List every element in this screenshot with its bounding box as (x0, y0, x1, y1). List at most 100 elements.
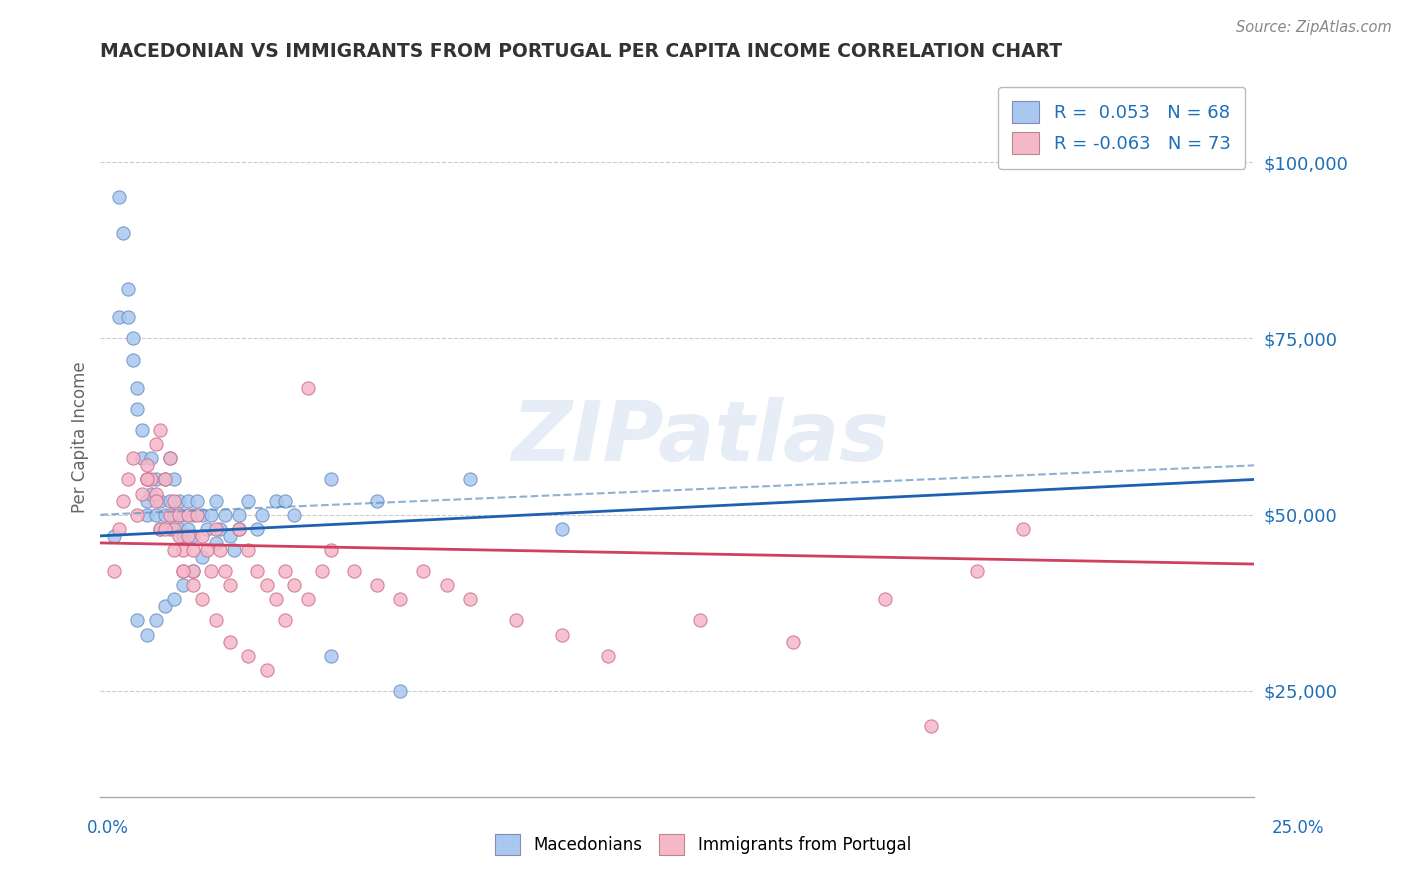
Point (389, 684, 412, 698)
Point (153, 599, 176, 614)
Point (145, 493, 167, 508)
Point (145, 486, 167, 500)
Point (135, 508, 157, 522)
Point (135, 493, 157, 508)
Point (228, 508, 250, 522)
Point (149, 522, 172, 536)
Point (117, 282, 139, 296)
Point (163, 522, 186, 536)
Point (873, 592, 896, 607)
Point (228, 522, 250, 536)
Point (274, 564, 297, 578)
Point (181, 508, 204, 522)
Point (264, 592, 287, 607)
Point (167, 508, 190, 522)
Point (214, 564, 236, 578)
Point (167, 522, 190, 536)
Point (209, 522, 232, 536)
Point (149, 493, 172, 508)
Point (181, 543, 204, 558)
Point (181, 529, 204, 543)
Point (191, 529, 214, 543)
Point (246, 564, 269, 578)
Point (200, 508, 222, 522)
Point (200, 564, 222, 578)
Point (321, 473, 343, 487)
Point (177, 493, 200, 508)
Point (108, 522, 131, 536)
Point (689, 614, 711, 628)
Point (436, 578, 458, 592)
Point (159, 451, 181, 466)
Point (195, 522, 218, 536)
Point (297, 381, 319, 395)
Point (283, 578, 305, 592)
Point (596, 648, 619, 663)
Text: ZIPatlas: ZIPatlas (512, 397, 890, 477)
Point (131, 423, 153, 437)
Point (186, 493, 208, 508)
Point (321, 543, 343, 558)
Text: 0.0%: 0.0% (87, 819, 129, 837)
Point (274, 614, 297, 628)
Point (139, 473, 162, 487)
Point (112, 226, 135, 240)
Point (236, 493, 259, 508)
Point (121, 331, 143, 345)
Point (139, 486, 162, 500)
Point (135, 627, 157, 641)
Point (117, 473, 139, 487)
Point (186, 508, 208, 522)
Point (920, 719, 942, 733)
Point (121, 352, 143, 367)
Point (145, 508, 167, 522)
Point (224, 543, 246, 558)
Point (218, 529, 240, 543)
Point (195, 543, 218, 558)
Point (177, 522, 200, 536)
Point (204, 493, 226, 508)
Point (149, 423, 172, 437)
Point (159, 508, 181, 522)
Point (145, 473, 167, 487)
Point (218, 578, 240, 592)
Point (135, 458, 157, 473)
Point (167, 493, 190, 508)
Point (127, 508, 149, 522)
Point (149, 522, 172, 536)
Point (127, 381, 149, 395)
Point (246, 522, 269, 536)
Point (204, 614, 226, 628)
Point (135, 473, 157, 487)
Point (283, 508, 305, 522)
Point (172, 564, 194, 578)
Point (167, 529, 190, 543)
Point (250, 508, 273, 522)
Point (412, 564, 434, 578)
Point (551, 522, 574, 536)
Point (172, 529, 194, 543)
Point (145, 614, 167, 628)
Point (153, 473, 176, 487)
Point (103, 564, 125, 578)
Point (127, 614, 149, 628)
Point (108, 190, 131, 204)
Point (505, 614, 527, 628)
Point (153, 473, 176, 487)
Text: Source: ZipAtlas.com: Source: ZipAtlas.com (1236, 20, 1392, 35)
Point (366, 493, 388, 508)
Point (159, 493, 181, 508)
Point (135, 473, 157, 487)
Point (191, 508, 214, 522)
Point (153, 522, 176, 536)
Point (204, 522, 226, 536)
Point (256, 578, 278, 592)
Point (163, 508, 186, 522)
Point (135, 473, 157, 487)
Point (112, 493, 135, 508)
Point (177, 529, 200, 543)
Text: 25.0%: 25.0% (1272, 819, 1324, 837)
Point (139, 451, 162, 466)
Point (131, 451, 153, 466)
Point (177, 508, 200, 522)
